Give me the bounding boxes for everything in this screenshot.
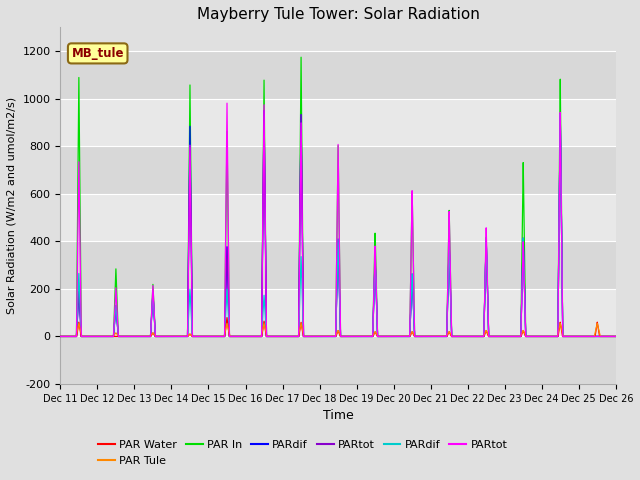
Bar (60, 194, 616, 241)
Bar (60, 289, 616, 336)
Bar (60, 336, 616, 384)
Text: MB_tule: MB_tule (72, 47, 124, 60)
Bar (60, 51, 616, 98)
Y-axis label: Solar Radiation (W/m2 and umol/m2/s): Solar Radiation (W/m2 and umol/m2/s) (7, 97, 17, 314)
Bar (60, 241, 616, 289)
X-axis label: Time: Time (323, 409, 353, 422)
Bar (60, 98, 616, 146)
Legend: PAR Water, PAR Tule, PAR In, PARdif, PARtot, PARdif, PARtot: PAR Water, PAR Tule, PAR In, PARdif, PAR… (93, 436, 512, 470)
Title: Mayberry Tule Tower: Solar Radiation: Mayberry Tule Tower: Solar Radiation (196, 7, 479, 22)
Bar (60, 146, 616, 194)
